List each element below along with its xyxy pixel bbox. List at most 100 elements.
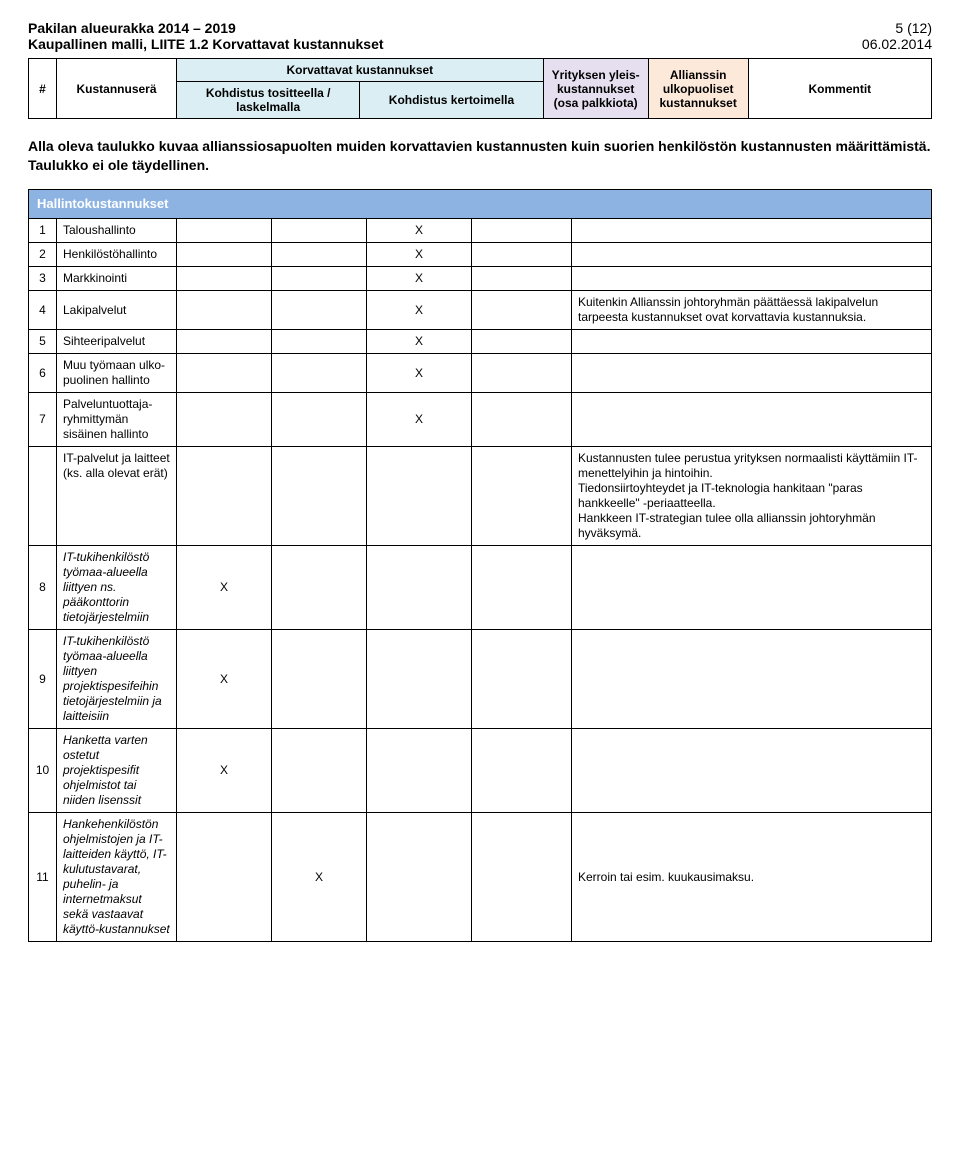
row-k2 xyxy=(272,393,367,447)
row-al xyxy=(472,813,572,942)
row-name: Palveluntuottaja-ryhmittymän sisäinen ha… xyxy=(57,393,177,447)
row-k2: X xyxy=(272,813,367,942)
row-name: Hankehenkilöstön ohjelmistojen ja IT-lai… xyxy=(57,813,177,942)
row-yl xyxy=(367,729,472,813)
col-allianssin: Allianssin ulkopuoliset kustannukset xyxy=(648,59,748,119)
row-al xyxy=(472,630,572,729)
row-kom xyxy=(572,219,932,243)
row-name: Hanketta varten ostetut projektispesifit… xyxy=(57,729,177,813)
row-k1 xyxy=(177,330,272,354)
row-k1 xyxy=(177,243,272,267)
table-row: 1Taloushallinto X xyxy=(29,219,932,243)
row-k1: X xyxy=(177,729,272,813)
row-number: 7 xyxy=(29,393,57,447)
table-row: 4LakipalvelutXKuitenkin Allianssin johto… xyxy=(29,291,932,330)
row-al xyxy=(472,267,572,291)
document-header: Pakilan alueurakka 2014 – 2019 5 (12) Ka… xyxy=(28,20,932,52)
row-kom xyxy=(572,243,932,267)
col-yleiskustannukset: Yrityksen yleis-kustannukset (osa palkki… xyxy=(543,59,648,119)
row-k1: X xyxy=(177,630,272,729)
row-name: IT-palvelut ja laitteet (ks. alla olevat… xyxy=(57,447,177,546)
row-k1 xyxy=(177,393,272,447)
header-columns-table: # Kustannuserä Korvattavat kustannukset … xyxy=(28,58,932,119)
row-name: Henkilöstöhallinto xyxy=(57,243,177,267)
row-kom xyxy=(572,330,932,354)
row-k2 xyxy=(272,330,367,354)
header-page-number: 5 (12) xyxy=(895,20,932,36)
header-date: 06.02.2014 xyxy=(862,36,932,52)
main-data-table: Hallintokustannukset 1TaloushallintoX2He… xyxy=(28,189,932,942)
row-k1 xyxy=(177,354,272,393)
row-yl: X xyxy=(367,267,472,291)
row-number: 2 xyxy=(29,243,57,267)
col-num: # xyxy=(29,59,57,119)
row-kom xyxy=(572,546,932,630)
section-header-row: Hallintokustannukset xyxy=(29,189,932,218)
row-k2 xyxy=(272,267,367,291)
row-al xyxy=(472,330,572,354)
row-al xyxy=(472,291,572,330)
table-row: 7Palveluntuottaja-ryhmittymän sisäinen h… xyxy=(29,393,932,447)
table-row: 5Sihteeripalvelut X xyxy=(29,330,932,354)
intro-paragraph: Alla oleva taulukko kuvaa allianssiosapu… xyxy=(28,137,932,175)
row-kom: Kustannusten tulee perustua yrityksen no… xyxy=(572,447,932,546)
row-yl: X xyxy=(367,330,472,354)
row-k1 xyxy=(177,447,272,546)
table-row: 11Hankehenkilöstön ohjelmistojen ja IT-l… xyxy=(29,813,932,942)
row-yl: X xyxy=(367,291,472,330)
row-name: Taloushallinto xyxy=(57,219,177,243)
row-yl: X xyxy=(367,393,472,447)
row-al xyxy=(472,447,572,546)
table-row: 2Henkilöstöhallinto X xyxy=(29,243,932,267)
col-kohdistus-tositteella: Kohdistus tositteella / laskelmalla xyxy=(177,82,360,119)
row-k2 xyxy=(272,630,367,729)
row-k2 xyxy=(272,243,367,267)
row-name: Markkinointi xyxy=(57,267,177,291)
table-row: 3Markkinointi X xyxy=(29,267,932,291)
row-k2 xyxy=(272,354,367,393)
row-k1 xyxy=(177,291,272,330)
row-number: 3 xyxy=(29,267,57,291)
header-title-1: Pakilan alueurakka 2014 – 2019 xyxy=(28,20,236,36)
row-kom xyxy=(572,393,932,447)
row-number: 10 xyxy=(29,729,57,813)
row-number: 1 xyxy=(29,219,57,243)
row-yl xyxy=(367,813,472,942)
row-kom xyxy=(572,729,932,813)
col-kohdistus-kertoimella: Kohdistus kertoimella xyxy=(360,82,543,119)
row-name: Lakipalvelut xyxy=(57,291,177,330)
row-yl: X xyxy=(367,243,472,267)
row-name: IT-tukihenkilöstö työmaa-alueella liitty… xyxy=(57,630,177,729)
row-yl: X xyxy=(367,219,472,243)
row-k1 xyxy=(177,219,272,243)
row-al xyxy=(472,354,572,393)
row-name: IT-tukihenkilöstö työmaa-alueella liitty… xyxy=(57,546,177,630)
row-yl xyxy=(367,546,472,630)
row-al xyxy=(472,393,572,447)
row-number: 6 xyxy=(29,354,57,393)
row-number xyxy=(29,447,57,546)
row-kom xyxy=(572,354,932,393)
row-k2 xyxy=(272,546,367,630)
row-k2 xyxy=(272,729,367,813)
header-title-2: Kaupallinen malli, LIITE 1.2 Korvattavat… xyxy=(28,36,384,52)
row-name: Muu työmaan ulko-puolinen hallinto xyxy=(57,354,177,393)
row-yl: X xyxy=(367,354,472,393)
row-name: Sihteeripalvelut xyxy=(57,330,177,354)
row-kom xyxy=(572,630,932,729)
row-kom: Kerroin tai esim. kuukausimaksu. xyxy=(572,813,932,942)
row-yl xyxy=(367,447,472,546)
row-al xyxy=(472,219,572,243)
row-number: 5 xyxy=(29,330,57,354)
col-kommentit: Kommentit xyxy=(748,59,931,119)
row-number: 8 xyxy=(29,546,57,630)
row-al xyxy=(472,243,572,267)
table-row: 8IT-tukihenkilöstö työmaa-alueella liitt… xyxy=(29,546,932,630)
row-k2 xyxy=(272,291,367,330)
row-k1 xyxy=(177,813,272,942)
row-kom xyxy=(572,267,932,291)
row-k2 xyxy=(272,219,367,243)
row-al xyxy=(472,729,572,813)
table-row: 10Hanketta varten ostetut projektispesif… xyxy=(29,729,932,813)
col-korvattavat-group: Korvattavat kustannukset xyxy=(177,59,544,82)
